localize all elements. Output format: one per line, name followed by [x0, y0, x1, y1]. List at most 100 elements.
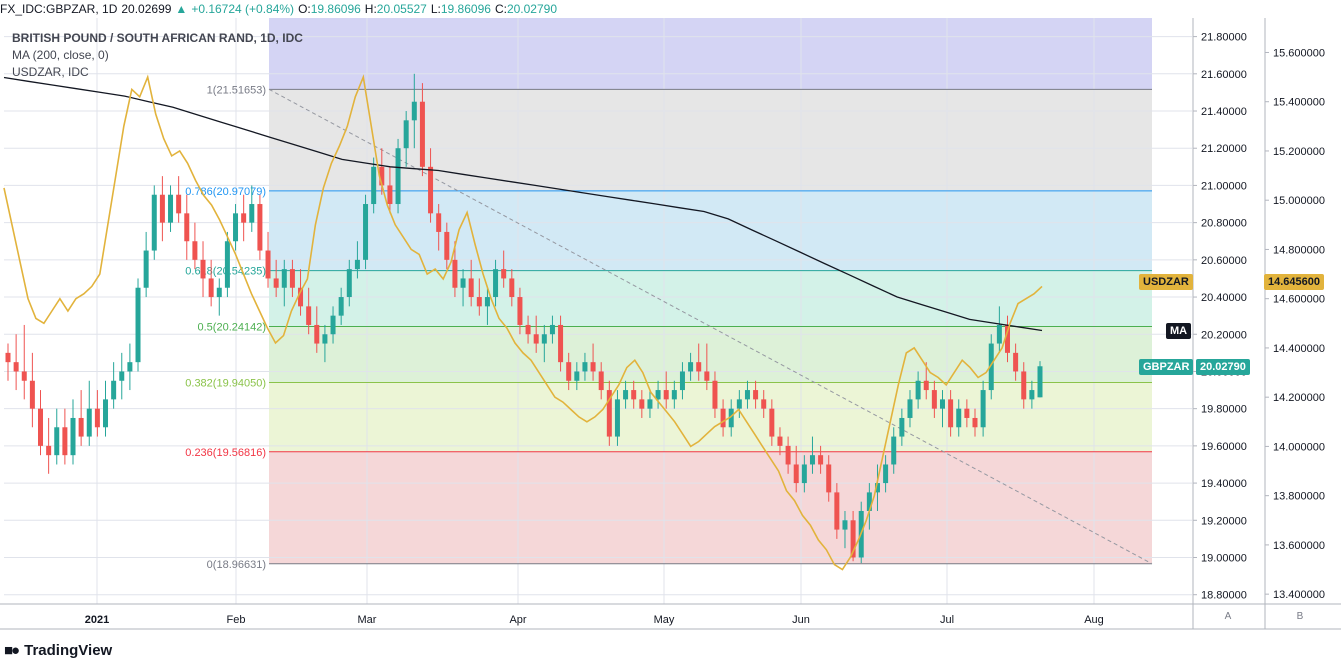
right-scale-toggle[interactable]: B	[1296, 611, 1304, 622]
candle-body	[931, 390, 937, 409]
price-tick-label: 19.20000	[1201, 515, 1247, 527]
candle-body	[176, 194, 182, 214]
candle-body	[322, 334, 328, 344]
price-tick-label: 21.00000	[1201, 180, 1247, 192]
close-value: 20.02790	[506, 2, 557, 16]
price-tick-label: 21.40000	[1201, 106, 1247, 118]
usd-price-tick-label: 14.400000	[1273, 343, 1325, 355]
candle-body	[866, 492, 872, 511]
candle-body	[558, 324, 564, 363]
time-tick-label: May	[654, 614, 675, 626]
candle-body	[5, 352, 11, 363]
candle-body	[956, 408, 962, 428]
candle-body	[151, 194, 157, 251]
candle-body	[923, 380, 929, 391]
fibonacci-fills	[269, 18, 1152, 564]
ma-200-line	[3, 76, 1043, 332]
candle-body	[127, 362, 133, 372]
price-tick-label: 20.40000	[1201, 292, 1247, 304]
candle-body	[346, 269, 352, 298]
candle-body	[631, 390, 637, 400]
up-arrow-icon: ▲	[175, 2, 188, 16]
usdzar-line	[3, 74, 1043, 571]
candle-body	[834, 492, 840, 530]
tradingview-brand[interactable]: ■● TradingView	[4, 642, 112, 659]
price-tick-label: 19.80000	[1201, 404, 1247, 416]
candle-body	[728, 408, 734, 428]
legend-overlay[interactable]: USDZAR, IDC	[12, 65, 89, 79]
candle-body	[899, 417, 905, 437]
candle-body	[801, 464, 807, 484]
candle-body	[21, 371, 27, 381]
legend-ma[interactable]: MA (200, close, 0)	[12, 48, 109, 62]
ma-name-badge: MA	[1166, 323, 1192, 339]
usd-price-tick-label: 15.600000	[1273, 47, 1325, 59]
candle-body	[850, 520, 856, 558]
candle-body	[330, 315, 336, 335]
candle-body	[444, 231, 450, 260]
candle-body	[549, 324, 555, 335]
candle-body	[517, 297, 523, 325]
candle-body	[1013, 352, 1019, 372]
candle-body	[891, 436, 897, 465]
time-tick-label: Aug	[1084, 614, 1104, 626]
fib-fill-0.618	[269, 270, 1152, 327]
candle-body	[712, 380, 718, 409]
candle-body	[777, 436, 783, 446]
candle-body	[509, 278, 515, 298]
candle-body	[224, 241, 230, 288]
candle-body	[281, 269, 287, 288]
trend-line	[268, 88, 1153, 565]
candle-body	[980, 390, 986, 428]
low-value: 19.86096	[440, 2, 491, 16]
brand-name: TradingView	[24, 642, 113, 659]
fib-label-0.236: 0.236(19.56816)	[185, 447, 266, 459]
candle-body	[948, 399, 954, 428]
low-label: L:	[430, 2, 441, 16]
usd-price-tick-label: 14.000000	[1273, 441, 1325, 453]
candle-body	[411, 101, 417, 121]
fib-label-0.382: 0.382(19.94050)	[185, 378, 266, 390]
candle-body	[582, 362, 588, 372]
candle-body	[533, 334, 539, 344]
moving-average	[3, 76, 1043, 332]
candle-body	[13, 362, 19, 372]
candle-body	[826, 464, 832, 493]
time-tick-label: Apr	[509, 614, 526, 626]
candle-body	[233, 213, 239, 242]
candle-body	[111, 380, 117, 400]
candle-body	[623, 390, 629, 400]
usdzar-value-badge: 14.645600	[1264, 274, 1324, 290]
candle-body	[70, 417, 76, 456]
candle-body	[436, 213, 442, 232]
candle-body	[590, 362, 596, 372]
candle-body	[1029, 390, 1035, 400]
usd-price-tick-label: 13.800000	[1273, 491, 1325, 503]
candle-body	[907, 399, 913, 418]
candle-body	[704, 371, 710, 381]
candle-body	[354, 259, 360, 270]
candle-body	[257, 204, 263, 251]
candle-body	[208, 278, 214, 298]
price-tick-label: 19.40000	[1201, 478, 1247, 490]
tradingview-logo-icon: ■●	[4, 642, 20, 659]
usd-price-tick-label: 15.400000	[1273, 97, 1325, 109]
candle-body	[753, 390, 759, 400]
candle-body	[1021, 371, 1027, 400]
candle-body	[655, 390, 661, 400]
candle-body	[939, 399, 945, 409]
candle-body	[249, 204, 255, 223]
grid-lines	[4, 18, 1192, 604]
time-tick-label: Jul	[940, 614, 954, 626]
usd-price-tick-label: 14.800000	[1273, 244, 1325, 256]
fib-label-1: 1(21.51653)	[207, 84, 266, 96]
candle-body	[476, 297, 482, 307]
auto-scale-toggle[interactable]: A	[1224, 611, 1232, 622]
symbol-name[interactable]: FX_IDC:GBPZAR, 1D	[0, 2, 118, 16]
price-tick-label: 20.60000	[1201, 255, 1247, 267]
candle-body	[119, 371, 125, 381]
candle-body	[419, 101, 425, 167]
candle-body	[671, 390, 677, 400]
price-tick-label: 21.20000	[1201, 143, 1247, 155]
